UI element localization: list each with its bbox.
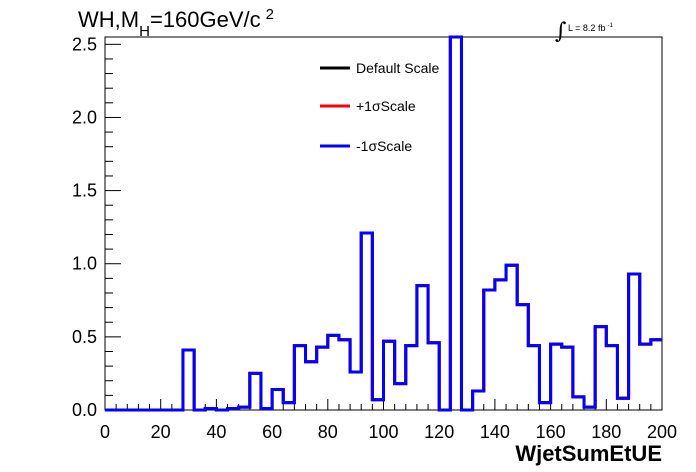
y-tick-label: 1.0 [72, 254, 97, 274]
x-tick-label: 120 [424, 422, 454, 442]
x-tick-label: 100 [368, 422, 398, 442]
legend-label-default: Default Scale [356, 60, 439, 76]
y-tick-label: 0.5 [72, 327, 97, 347]
lumi-integral-symbol: ∫ [555, 19, 567, 44]
legend-entry-plus-sigma: +1σScale [320, 98, 416, 114]
x-tick-label: 140 [480, 422, 510, 442]
y-tick-label: 1.5 [72, 181, 97, 201]
x-tick-label: 180 [591, 422, 621, 442]
legend-entry-minus-sigma: -1σScale [320, 138, 412, 154]
chart-title-main: WH,M [78, 7, 139, 32]
x-tick-label: 40 [206, 422, 226, 442]
x-tick-label: 20 [151, 422, 171, 442]
legend-entry-default: Default Scale [320, 60, 439, 76]
x-tick-label: 160 [536, 422, 566, 442]
x-axis-label: WjetSumEtUE [515, 441, 662, 466]
x-tick-label: 0 [100, 422, 110, 442]
x-tick-label: 80 [318, 422, 338, 442]
y-tick-label: 0.0 [72, 400, 97, 420]
lumi-superscript: -1 [607, 23, 613, 29]
y-tick-label: 2.0 [72, 107, 97, 127]
chart-title-superscript: 2 [266, 6, 274, 23]
series-line-2 [105, 35, 662, 412]
series-layer [105, 35, 662, 412]
chart-title-subscript: H [139, 23, 150, 40]
lumi-label: L = 8.2 fb -1 [568, 23, 613, 33]
x-tick-label: 200 [647, 422, 677, 442]
x-tick-label: 60 [262, 422, 282, 442]
legend: Default Scale +1σScale -1σScale [320, 60, 439, 154]
chart-title-rest: =160GeV/c [150, 7, 261, 32]
lumi-text: L = 8.2 fb [568, 23, 605, 33]
y-tick-label: 2.5 [72, 34, 97, 54]
chart-title: WH,MH=160GeV/c 2 [78, 6, 274, 40]
legend-label-minus-sigma: -1σScale [356, 138, 412, 154]
legend-label-plus-sigma: +1σScale [356, 98, 416, 114]
